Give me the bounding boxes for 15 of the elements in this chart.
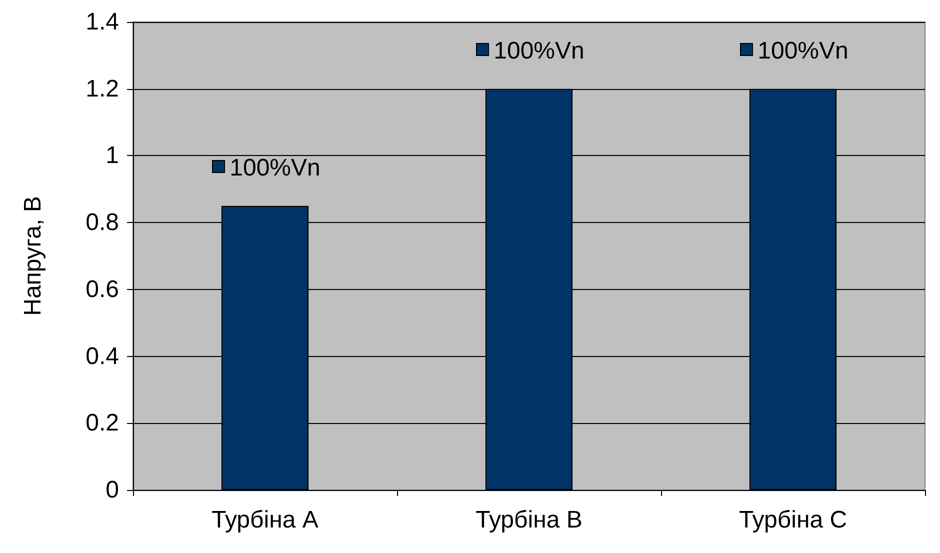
text: 100%Vn	[758, 37, 848, 64]
y-tick-label: 0.6	[86, 276, 119, 303]
y-tick-label: 1	[106, 142, 119, 170]
y-tick-label: 1.4	[86, 8, 119, 36]
y-axis-title: Напруга, В	[20, 196, 46, 316]
x-tick-label: Турбіна С	[738, 506, 848, 534]
y-tick-label: 1.2	[86, 75, 119, 102]
y-tick-label: 0.2	[86, 410, 119, 437]
x-tick-label: Турбіна В	[476, 506, 582, 534]
x-tick-label: Турбіна А	[212, 506, 318, 534]
legend-label: 100%Vn	[230, 154, 320, 182]
y-tick-label: 0.8	[86, 209, 119, 236]
y-tick-label: 0	[106, 476, 119, 504]
text: 100%Vn	[494, 37, 584, 64]
y-tick-label: 0.4	[86, 342, 119, 370]
